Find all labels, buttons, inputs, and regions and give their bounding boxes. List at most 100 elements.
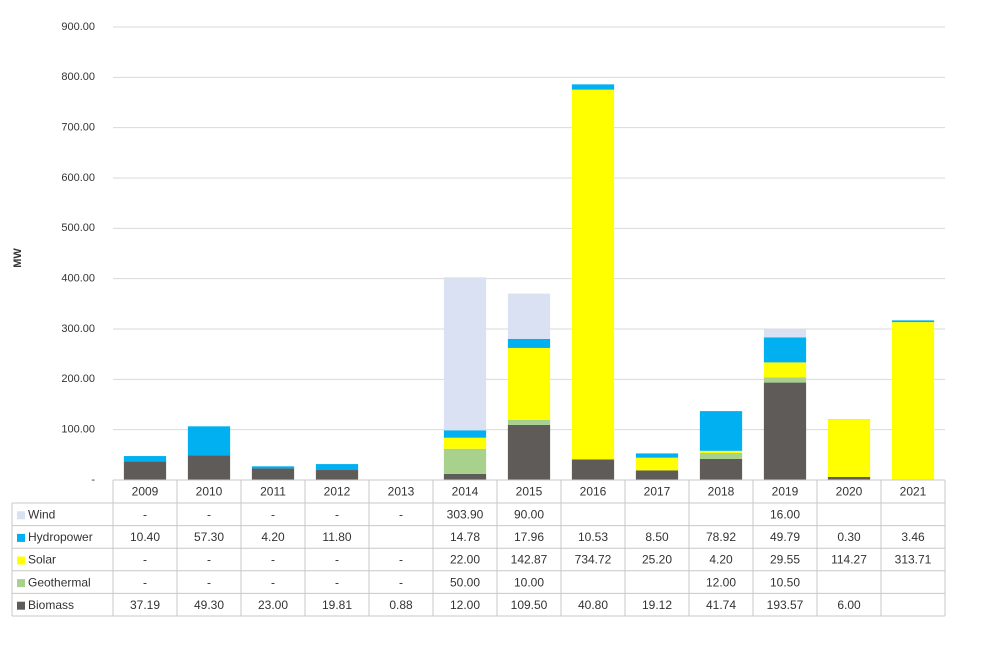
bar-segment [251,466,295,469]
legend-swatch [17,556,25,565]
table-cell: 10.50 [770,575,800,589]
bar-segment [699,452,743,459]
bar-segment [443,437,487,449]
x-tick-label: 2017 [644,485,671,499]
table-cell: - [207,575,211,589]
table-cell: 313.71 [895,553,932,567]
bar-segment [507,424,551,480]
bar-segment [763,382,807,480]
table-cell: 12.00 [450,598,480,612]
table-cell: 10.00 [514,575,544,589]
table-cell: 17.96 [514,530,544,544]
y-tick-label: 800.00 [61,71,95,83]
y-axis-label: MW [12,248,24,268]
y-tick-label: 100.00 [61,424,95,436]
x-tick-label: 2018 [708,485,735,499]
bar-segment [507,293,551,339]
bar-segment [507,338,551,348]
x-tick-label: 2015 [516,485,543,499]
table-cell: 8.50 [645,530,669,544]
table-cell: 0.88 [389,598,413,612]
x-tick-label: 2019 [772,485,799,499]
table-cell: 40.80 [578,598,608,612]
table-cell: 19.12 [642,598,672,612]
x-tick-label: 2014 [452,485,479,499]
y-tick-label: 400.00 [61,273,95,285]
y-tick-label: 900.00 [61,21,95,33]
legend-swatch [17,533,25,542]
x-tick-label: 2011 [260,485,286,499]
table-cell: - [399,507,403,521]
bar-segment [571,89,615,460]
legend-label: Geothermal [28,575,91,589]
bar-segment [699,411,743,451]
table-cell: 19.81 [322,598,352,612]
x-tick-label: 2016 [580,485,607,499]
table-cell: 114.27 [831,553,867,567]
bar-segment [635,457,679,471]
table-cell: 57.30 [194,530,224,544]
table-cell: - [143,507,147,521]
bar-segment [891,320,935,323]
table-cell: 23.00 [258,598,288,612]
table-cell: 16.00 [770,507,800,521]
legend-label: Wind [28,507,55,521]
table-cell: - [335,507,339,521]
bar-segment [507,347,551,420]
table-cell: 303.90 [447,507,484,521]
table-cell: 78.92 [706,530,736,544]
table-cell: - [335,553,339,567]
bar-segment [507,419,551,425]
y-tick-label: 600.00 [61,172,95,184]
table-cell: 49.79 [770,530,800,544]
bar-segment [187,455,231,480]
table-cell: 22.00 [450,553,480,567]
x-tick-label: 2012 [324,485,351,499]
x-tick-label: 2021 [900,485,927,499]
bar-segment [763,329,807,338]
x-tick-label: 2013 [388,485,415,499]
table-cell: - [271,575,275,589]
y-tick-label: 700.00 [61,122,95,134]
table-cell: - [143,575,147,589]
y-tick-label: 200.00 [61,373,95,385]
legend-label: Hydropower [28,530,93,544]
table-cell: 49.30 [194,598,224,612]
bar-segment [571,84,615,90]
bar-segment [571,459,615,480]
table-cell: 4.20 [261,530,285,544]
table-cell: 734.72 [575,553,612,567]
table-cell: 25.20 [642,553,672,567]
bar-segment [763,362,807,378]
bar-segment [763,377,807,383]
table-cell: - [271,553,275,567]
table-cell: 41.74 [706,598,736,612]
bar-segment [123,456,167,462]
legend-label: Biomass [28,598,74,612]
bar-segment [699,450,743,453]
bar-segment [891,322,935,480]
table-cell: 10.40 [130,530,160,544]
bar-segment [315,464,359,471]
table-cell: 12.00 [706,575,736,589]
table-cell: 29.55 [770,553,800,567]
legend-swatch [17,601,25,610]
table-cell: - [335,575,339,589]
table-cell: - [399,575,403,589]
bar-segment [443,277,487,431]
bar-segment [443,473,487,480]
table-cell: 3.46 [901,530,925,544]
table-cell: - [207,553,211,567]
x-tick-label: 2010 [196,485,223,499]
table-cell: - [399,553,403,567]
bar-segment [699,458,743,480]
table-cell: 6.00 [837,598,861,612]
table-cell: 4.20 [709,553,733,567]
table-cell: 50.00 [450,575,480,589]
bar-segment [443,430,487,438]
table-cell: - [143,553,147,567]
table-cell: 90.00 [514,507,544,521]
table-cell: 11.80 [322,530,351,544]
legend-swatch [17,579,25,588]
